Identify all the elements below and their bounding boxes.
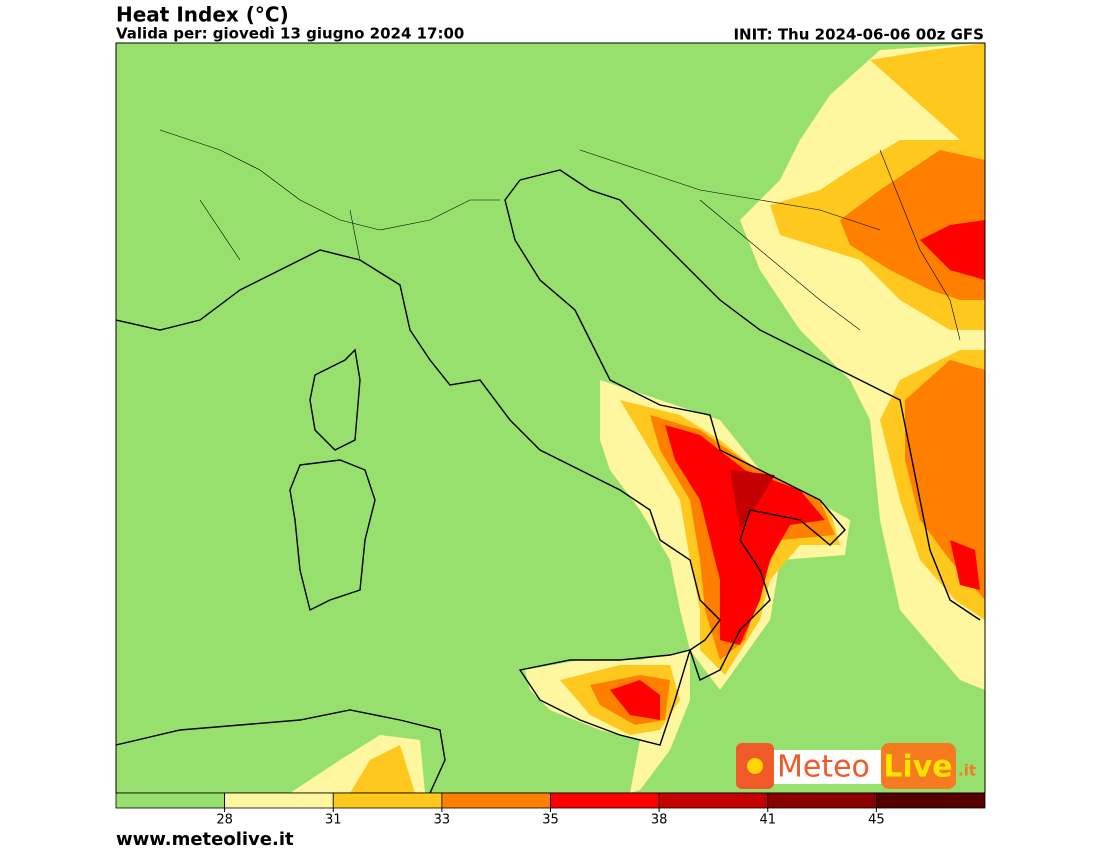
logo-live: Live <box>883 750 952 785</box>
heat-zone <box>350 745 415 793</box>
logo-sun <box>747 758 763 774</box>
colorbar-tick-label: 33 <box>434 813 451 828</box>
map-area <box>116 43 985 793</box>
heat-zone <box>730 470 775 530</box>
coastline <box>289 459 376 612</box>
logo-suffix: .it <box>958 762 976 780</box>
coastline <box>309 348 361 451</box>
logo-box <box>774 750 884 784</box>
colorbar-tick-label: 38 <box>651 813 668 828</box>
colorbar-segment <box>767 792 877 809</box>
website: www.meteolive.it <box>116 829 294 850</box>
coastline <box>116 709 446 793</box>
heat-zone <box>905 360 985 600</box>
colorbar-segment <box>224 792 334 809</box>
logo-live-box <box>881 743 956 789</box>
coastline <box>518 649 692 746</box>
colorbar-segment <box>115 792 226 809</box>
heat-zone <box>920 220 985 280</box>
colorbar-segment <box>332 792 443 809</box>
init-label: INIT: Thu 2024-06-06 00z GFS <box>733 26 984 44</box>
colorbar-tick-label: 41 <box>759 813 776 828</box>
heat-zone <box>665 425 825 645</box>
colorbar-tick-label: 45 <box>868 813 885 828</box>
colorbar-segment <box>658 792 769 809</box>
title: Heat Index (°C) <box>116 3 289 27</box>
logo: Meteo Live .it <box>736 743 976 789</box>
border <box>159 129 961 341</box>
colorbar-segment <box>441 792 551 809</box>
heat-zone <box>610 680 660 720</box>
colorbar-tick-label: 35 <box>542 813 559 828</box>
heat-zone <box>950 540 980 590</box>
colorbar-tick-label: 28 <box>216 813 233 828</box>
subtitle: Valida per: giovedì 13 giugno 2024 17:00 <box>116 25 464 43</box>
logo-text: Meteo <box>777 750 870 785</box>
colorbar-segment <box>550 792 660 809</box>
colorbar: 28 31 33 35 38 41 45 <box>115 792 986 828</box>
coastline <box>519 169 981 621</box>
colorbar-tick-label: 31 <box>325 813 342 828</box>
colorbar-segment <box>875 792 986 809</box>
